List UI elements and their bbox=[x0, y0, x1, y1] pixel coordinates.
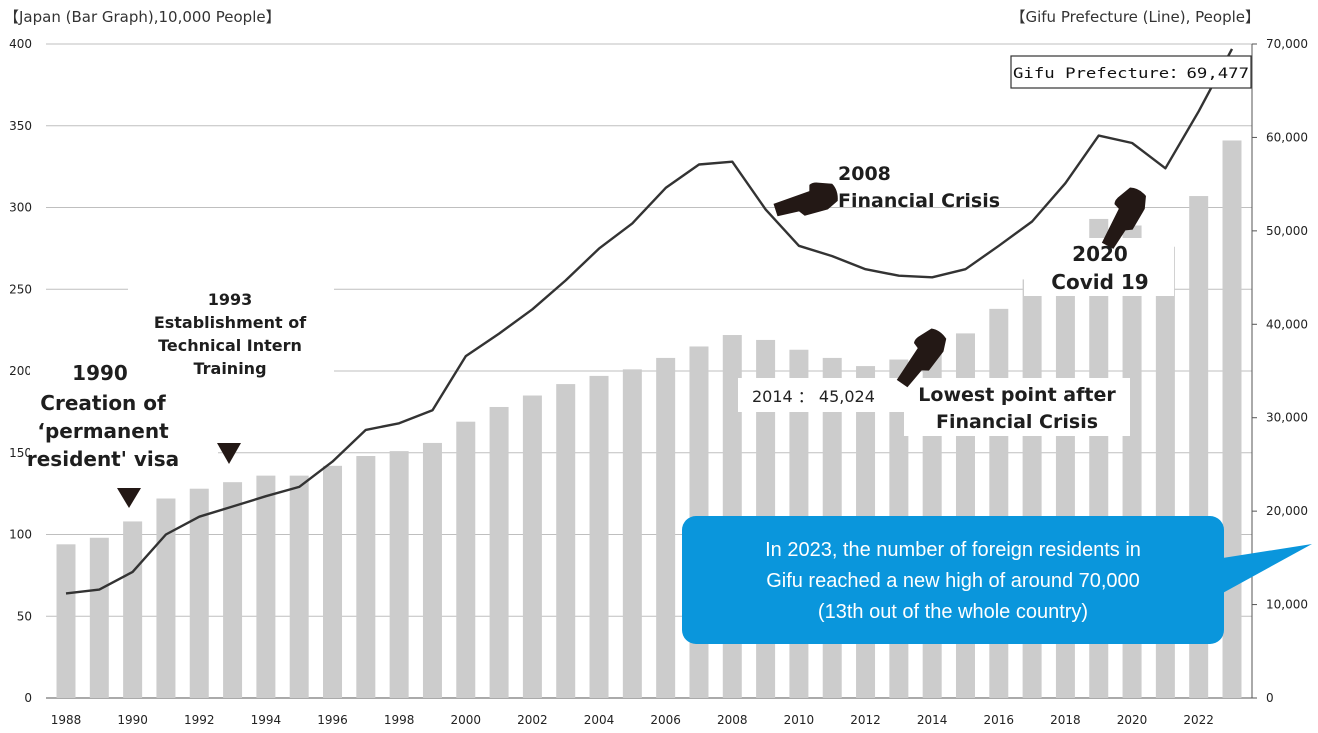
x-tick-label: 2004 bbox=[584, 713, 615, 727]
pointing-hand-icon bbox=[773, 182, 838, 217]
visa-line1-label: Creation of bbox=[40, 391, 166, 415]
bar bbox=[1222, 140, 1242, 699]
bar bbox=[456, 421, 476, 698]
gifu-line-series bbox=[65, 48, 1234, 595]
covid-text-label: Covid 19 bbox=[1051, 270, 1148, 294]
visa-label-bg bbox=[30, 356, 218, 478]
right-tick-label: 30,000 bbox=[1266, 411, 1308, 425]
bar bbox=[589, 375, 609, 698]
bar bbox=[389, 451, 409, 698]
bar bbox=[123, 521, 143, 698]
left-tick-label: 350 bbox=[9, 119, 32, 133]
right-tick-label: 0 bbox=[1266, 691, 1274, 705]
visa-year-label: 1990 bbox=[72, 361, 128, 385]
right-tick-label: 40,000 bbox=[1266, 317, 1308, 331]
x-tick-label: 2016 bbox=[984, 713, 1015, 727]
bar bbox=[223, 482, 243, 698]
bar bbox=[422, 442, 442, 698]
right-tick-label: 60,000 bbox=[1266, 130, 1308, 144]
right-axis-title: 【Gifu Prefecture (Line), People】 bbox=[1010, 8, 1260, 26]
visa-line2-label: ‘permanent bbox=[37, 419, 169, 443]
x-tick-label: 2008 bbox=[717, 713, 748, 727]
left-tick-label: 200 bbox=[9, 364, 32, 378]
bar bbox=[356, 456, 376, 698]
x-tick-label: 2006 bbox=[650, 713, 681, 727]
x-tick-label: 1998 bbox=[384, 713, 415, 727]
left-tick-label: 100 bbox=[9, 528, 32, 542]
pointing-hand-icon bbox=[1101, 187, 1146, 249]
left-axis-ticks: 0 50 100 150 200 250 300 350 400 bbox=[9, 37, 32, 705]
visa-marker-triangle bbox=[117, 488, 141, 508]
left-tick-label: 50 bbox=[17, 609, 32, 623]
bar bbox=[156, 498, 176, 698]
intern-year-label: 1993 bbox=[208, 290, 253, 309]
left-tick-label: 250 bbox=[9, 282, 32, 296]
right-tick-label: 70,000 bbox=[1266, 37, 1308, 51]
low-value-label: 2014 ： 45,024 bbox=[752, 387, 875, 406]
bar bbox=[522, 395, 542, 698]
crisis-text-label: Financial Crisis bbox=[838, 190, 1000, 212]
pointing-hand-icon bbox=[896, 328, 947, 388]
bar bbox=[556, 384, 576, 698]
left-tick-label: 150 bbox=[9, 446, 32, 460]
x-tick-label: 2000 bbox=[450, 713, 481, 727]
intern-marker-triangle bbox=[217, 443, 241, 464]
visa-line3-label: resident' visa bbox=[27, 447, 179, 471]
bar bbox=[89, 537, 109, 698]
x-tick-label: 1994 bbox=[251, 713, 282, 727]
x-tick-label: 2014 bbox=[917, 713, 948, 727]
crisis-year-label: 2008 bbox=[838, 163, 891, 185]
bar bbox=[56, 544, 76, 698]
bar bbox=[656, 357, 676, 698]
intern-line1-label: Establishment of bbox=[154, 313, 307, 332]
x-tick-label: 2002 bbox=[517, 713, 548, 727]
low-text-line2: Financial Crisis bbox=[936, 411, 1098, 433]
right-axis-ticks: 0 10,000 20,000 30,000 40,000 50,000 60,000 70,… bbox=[1252, 37, 1308, 705]
callout-box bbox=[682, 516, 1224, 644]
left-tick-label: 300 bbox=[9, 201, 32, 215]
intern-line3-label: Training bbox=[193, 359, 266, 378]
low-value-bg bbox=[738, 378, 906, 412]
right-tick-label: 10,000 bbox=[1266, 598, 1308, 612]
x-tick-label: 1988 bbox=[51, 713, 82, 727]
x-tick-label: 1990 bbox=[117, 713, 148, 727]
bar bbox=[256, 475, 276, 698]
right-tick-label: 50,000 bbox=[1266, 224, 1308, 238]
left-axis-title: 【Japan (Bar Graph),10,000 People】 bbox=[4, 8, 281, 26]
callout-line2: Gifu reached a new high of around 70,000 bbox=[766, 570, 1140, 592]
gifu-value-box bbox=[1010, 55, 1252, 89]
x-tick-label: 1996 bbox=[317, 713, 348, 727]
low-text-bg bbox=[904, 378, 1130, 436]
bar bbox=[622, 369, 642, 698]
x-tick-label: 1992 bbox=[184, 713, 215, 727]
bar bbox=[489, 406, 509, 698]
callout-line3: (13th out of the whole country) bbox=[818, 601, 1088, 623]
intern-line2-label: Technical Intern bbox=[158, 336, 302, 355]
x-tick-label: 2022 bbox=[1183, 713, 1214, 727]
x-tick-label: 2018 bbox=[1050, 713, 1081, 727]
right-tick-label: 20,000 bbox=[1266, 504, 1308, 518]
bar bbox=[289, 475, 309, 698]
callout-line1: In 2023, the number of foreign residents… bbox=[765, 539, 1141, 561]
x-tick-label: 2010 bbox=[784, 713, 815, 727]
covid-label-bg bbox=[1024, 238, 1174, 296]
callout-pointer bbox=[1210, 544, 1312, 600]
bar bbox=[323, 465, 343, 698]
left-tick-label: 0 bbox=[24, 691, 32, 705]
left-tick-label: 400 bbox=[9, 37, 32, 51]
x-tick-label: 2020 bbox=[1117, 713, 1148, 727]
x-tick-label: 2012 bbox=[850, 713, 881, 727]
covid-year-label: 2020 bbox=[1072, 242, 1128, 266]
x-axis-ticks: 1988 1990 1992 1994 1996 1998 2000 2002 2004 2006… bbox=[51, 713, 1214, 727]
gifu-value-label: Gifu Prefecture：69,477 bbox=[1013, 66, 1249, 82]
bar bbox=[189, 488, 209, 698]
low-text-line1: Lowest point after bbox=[918, 384, 1116, 406]
